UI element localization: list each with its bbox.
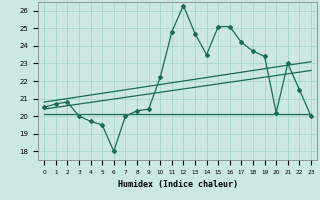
X-axis label: Humidex (Indice chaleur): Humidex (Indice chaleur)	[118, 180, 238, 189]
